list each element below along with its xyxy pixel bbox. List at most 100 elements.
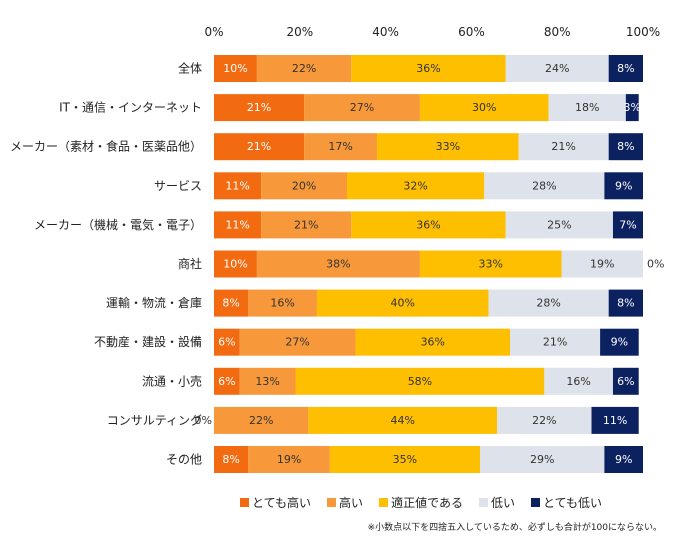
bar-segment <box>295 367 545 395</box>
bar-segment <box>214 367 240 395</box>
bar-segment <box>479 446 605 473</box>
data-label: 3% <box>624 101 641 114</box>
legend-label: とても低い <box>542 496 603 510</box>
data-label: 17% <box>328 140 352 153</box>
bar-segment <box>248 446 330 473</box>
x-tick-label: 100% <box>626 25 660 39</box>
data-label: 21% <box>294 218 318 231</box>
bar-segment <box>239 328 356 356</box>
data-label: 40% <box>391 297 415 310</box>
legend-label: 高い <box>339 496 364 510</box>
bar-segment <box>214 328 240 356</box>
bar-segment <box>261 211 352 239</box>
data-label: 9% <box>615 453 632 466</box>
data-label: 32% <box>403 179 427 192</box>
data-label: 9% <box>615 179 632 192</box>
x-tick-label: 80% <box>544 25 571 39</box>
data-label: 11% <box>225 179 249 192</box>
data-label: 16% <box>566 375 590 388</box>
data-label: 25% <box>547 218 571 231</box>
x-tick-label: 20% <box>286 25 313 39</box>
bar-segment <box>214 289 249 317</box>
legend-swatch <box>327 498 337 507</box>
x-tick-label: 40% <box>372 25 399 39</box>
bar-segment <box>612 367 639 395</box>
legend-swatch <box>478 498 488 507</box>
data-label: 28% <box>536 297 560 310</box>
bar-segment <box>510 328 601 356</box>
bar-segment <box>608 289 643 317</box>
bar-segment <box>351 55 506 82</box>
bar-segment <box>214 211 262 239</box>
category-label: メーカー（機械・電気・電子） <box>34 217 202 232</box>
bar-segment <box>604 446 643 473</box>
bar-segment <box>419 250 562 278</box>
legend-item: 高い <box>327 494 363 511</box>
bar-segment <box>329 446 480 473</box>
bar-segment <box>419 94 549 122</box>
data-label: 44% <box>391 414 415 427</box>
x-axis-ticks: 0% 20% 40% 60% 80% 100% <box>204 25 660 39</box>
category-label: その他 <box>166 453 202 467</box>
legend-swatch <box>240 498 249 507</box>
data-label: 7% <box>619 218 636 231</box>
legend: とても高い 高い 適正値である 低い とても低い <box>240 494 602 511</box>
category-label: 流通・小売 <box>142 373 202 388</box>
data-label: 16% <box>270 297 294 310</box>
bar-segment <box>548 94 626 122</box>
data-label: 22% <box>532 414 556 427</box>
data-label: 33% <box>478 258 502 271</box>
data-label: 27% <box>350 101 374 114</box>
legend-item: とても高い <box>240 494 311 511</box>
category-label: 運輸・物流・倉庫 <box>106 295 202 310</box>
bar-segment <box>518 133 609 161</box>
bar-segment <box>214 250 257 278</box>
data-label: 21% <box>551 140 575 153</box>
bar-segment <box>608 133 643 161</box>
data-label: 38% <box>326 258 350 271</box>
data-label: 24% <box>545 62 569 75</box>
data-label: 22% <box>249 414 273 427</box>
bar-segment <box>484 172 605 200</box>
bar-segment <box>355 328 511 356</box>
bar-segment <box>625 94 639 122</box>
data-label: 22% <box>292 62 316 75</box>
data-label: 19% <box>590 258 614 271</box>
data-label: 19% <box>277 453 301 466</box>
category-label: メーカー（素材・食品・医薬品他） <box>10 139 202 154</box>
legend-swatch <box>530 498 540 507</box>
category-label: サービス <box>154 179 202 193</box>
data-label: 10% <box>223 62 247 75</box>
data-label: 58% <box>408 375 432 388</box>
bar-segment <box>214 133 305 161</box>
bar-segment <box>248 289 317 317</box>
bar-segment <box>591 406 639 434</box>
bar-segment <box>497 406 592 434</box>
bar-segment <box>604 172 643 200</box>
data-label: 11% <box>225 218 249 231</box>
bar-segment <box>214 172 262 200</box>
data-label: 6% <box>617 375 634 388</box>
bar-segment <box>256 250 420 278</box>
legend-item: 適正値である <box>379 494 463 511</box>
bar-segment <box>351 211 506 239</box>
data-label: 21% <box>543 336 567 349</box>
bar-segment <box>214 94 305 122</box>
bar-segment <box>214 55 257 82</box>
bar-segment <box>304 133 378 161</box>
data-label: 0% <box>195 414 212 427</box>
bar-segment <box>346 172 485 200</box>
data-label: 8% <box>617 297 634 310</box>
data-label: 0% <box>647 258 664 271</box>
data-label: 10% <box>223 258 247 271</box>
legend-label: 低い <box>490 496 515 510</box>
data-label: 29% <box>530 453 554 466</box>
legend-item: とても低い <box>530 494 603 511</box>
data-label: 35% <box>393 453 417 466</box>
data-label: 21% <box>247 140 271 153</box>
bar-segment <box>505 55 609 82</box>
legend-label: とても高い <box>252 496 312 510</box>
bar-segment <box>214 406 309 434</box>
x-tick-label: 0% <box>204 25 223 39</box>
